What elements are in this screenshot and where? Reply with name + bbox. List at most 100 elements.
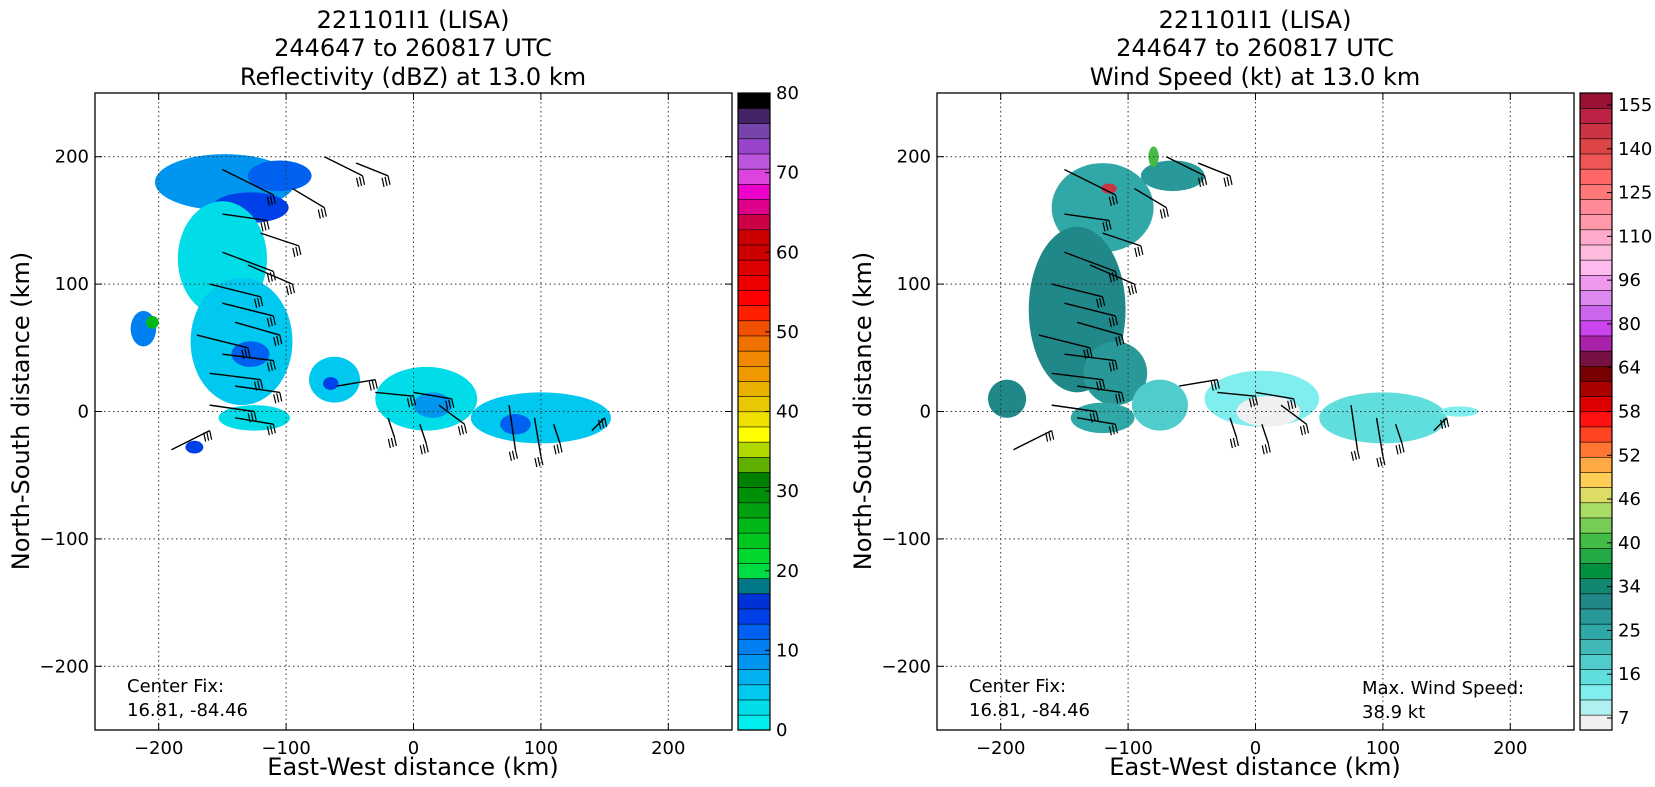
barb-flag: [263, 221, 267, 231]
barb-flag: [1290, 399, 1294, 409]
colorbar-bin: [737, 198, 771, 215]
barb-flag: [1114, 360, 1118, 370]
center-fix-label: Center Fix:: [127, 676, 224, 697]
colorbar-bin: [737, 578, 771, 595]
barb-flag: [1092, 412, 1096, 422]
barb-flag: [381, 177, 385, 187]
wind-barb-8: [1051, 283, 1103, 298]
colorbar-bin: [1579, 320, 1613, 337]
barb-flag: [508, 451, 513, 461]
colorbar-bin: [737, 335, 771, 352]
barb-flag: [203, 432, 207, 442]
barb-flag: [1232, 437, 1236, 448]
colorbar-tick-label: 34: [1618, 577, 1641, 598]
barb-flag: [1121, 392, 1125, 402]
colorbar-bin: [737, 487, 771, 504]
colorbar-bin: [1579, 562, 1613, 579]
wind-barb-17: [1013, 429, 1052, 451]
echo-region-13: [500, 414, 531, 435]
barb-flag: [445, 400, 449, 410]
barb-flag: [1223, 177, 1227, 187]
colorbar-bin: [1579, 123, 1613, 140]
wind-barb-7: [1089, 264, 1135, 285]
barb-flag: [553, 445, 557, 455]
wind-barb-10: [1076, 321, 1122, 336]
wind-barb-18: [1178, 378, 1218, 387]
barb-flag: [273, 394, 277, 404]
barb-flag: [1398, 444, 1402, 454]
colorbar-bin: [1579, 532, 1613, 549]
barb-flag: [260, 379, 264, 389]
barb-flag: [1095, 411, 1099, 421]
echo-region-3: [190, 277, 293, 406]
x-tick-label: 100: [524, 738, 558, 759]
barb-flag: [1210, 381, 1214, 391]
colorbar-tick-label: 7: [1618, 708, 1629, 729]
wind-barb-2: [324, 156, 363, 177]
colorbar-bin: [1579, 623, 1613, 640]
wind-barb-22: [387, 417, 396, 438]
wind-barb-5: [1102, 232, 1142, 247]
barb-flag: [1045, 432, 1049, 442]
wind-barb-20: [413, 391, 452, 400]
colorbar-bin: [1579, 699, 1613, 716]
title-line-1: 221101I1 (LISA): [317, 6, 510, 34]
reflectivity-colorbar: 0 10 20 30 40 50 60 70 80: [737, 83, 799, 741]
wind-barb-24: [508, 405, 517, 450]
barb-flag: [1356, 449, 1361, 459]
barb-flag: [257, 297, 261, 307]
colorbar-tick-label: 16: [1618, 664, 1641, 685]
barb-flag: [1134, 247, 1138, 258]
x-axis-label: East-West distance (km): [1109, 753, 1400, 781]
colorbar-bin: [1579, 578, 1613, 595]
colorbar-bin: [737, 380, 771, 397]
wind-barb-12: [1064, 353, 1116, 362]
wind-barb-13: [1051, 372, 1103, 381]
colorbar-bin: [1579, 426, 1613, 443]
barb-flag: [266, 426, 270, 436]
wind-barb-19: [375, 391, 414, 397]
wind-barb-1: [1134, 187, 1167, 209]
colorbar-bin: [737, 107, 771, 124]
title-line-2: 244647 to 260817 UTC: [274, 34, 552, 62]
echo-region-12: [1101, 183, 1117, 194]
barb-flag: [317, 209, 321, 219]
y-tick-label: 100: [55, 274, 89, 295]
title-line-3: Reflectivity (dBZ) at 13.0 km: [240, 63, 586, 91]
barb-flag: [1302, 425, 1307, 435]
barb-flag: [254, 298, 258, 308]
wind-barb-0: [222, 168, 274, 196]
wind-barb-25: [533, 417, 542, 457]
wind-barb-4: [1064, 213, 1110, 222]
barb-flag: [272, 315, 276, 326]
colorbar-bin: [1579, 396, 1613, 413]
barb-flag: [384, 176, 388, 186]
barb-flag: [1111, 316, 1115, 327]
wind-barb-6: [222, 251, 274, 273]
y-tick-label: −100: [882, 529, 931, 550]
colorbar-bin: [737, 365, 771, 382]
barb-flag: [393, 436, 397, 447]
colorbar-bin: [737, 638, 771, 655]
wind-barb-16: [1077, 417, 1116, 425]
wind-barb-11: [1038, 334, 1091, 349]
colorbar-bin: [1579, 487, 1613, 504]
barb-flag: [206, 431, 210, 441]
wind-barb-14: [1077, 385, 1122, 394]
barb-flag: [250, 412, 254, 422]
y-tick-label: 0: [78, 402, 89, 423]
barb-flag: [412, 396, 417, 406]
x-tick-label: −200: [976, 738, 1025, 759]
barb-flag: [1137, 246, 1141, 257]
barb-flag: [295, 246, 299, 257]
colorbar-bin: [737, 699, 771, 716]
wind-barb-23: [419, 424, 427, 444]
barb-flag: [1254, 396, 1259, 406]
colorbar-bin: [1579, 380, 1613, 397]
echo-field: [130, 154, 611, 454]
barb-flag: [1048, 431, 1052, 441]
colorbar-bin: [737, 259, 771, 276]
colorbar-tick-label: 0: [776, 720, 787, 741]
wind-barb-0: [1064, 168, 1116, 196]
